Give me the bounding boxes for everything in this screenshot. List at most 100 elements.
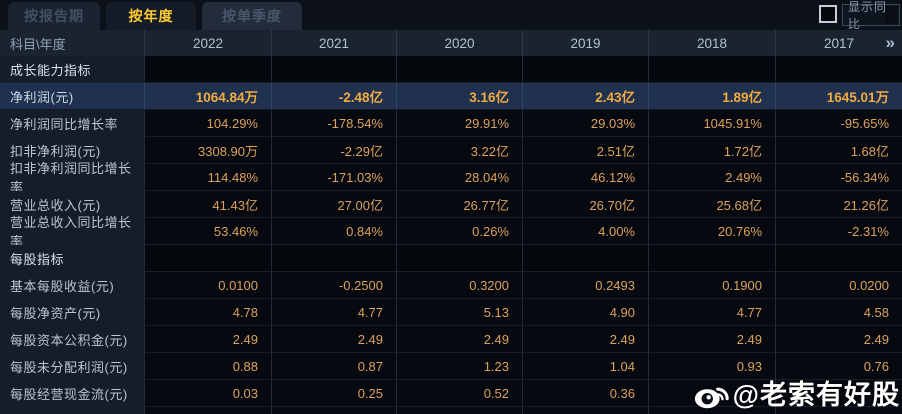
row-label: 基本每股收益(元) (0, 272, 145, 299)
year-header-2021: 2021 (272, 30, 397, 56)
cell-2017 (776, 380, 902, 407)
tab-by-report-period[interactable]: 按报告期 (8, 2, 100, 30)
cell-2017: 21.26亿 (776, 191, 902, 218)
cell-2019 (523, 245, 649, 272)
cell-2021: 27.00亿 (272, 191, 397, 218)
cell-2022 (145, 56, 272, 83)
cell-2018: 25.68亿 (649, 191, 776, 218)
cell-2022: 0.88 (145, 353, 272, 380)
table-row: 基本每股收益(元) 0.0100 -0.2500 0.3200 0.2493 0… (0, 272, 902, 299)
cell-2020: 28.04% (397, 164, 523, 191)
year-header-2018: 2018 (649, 30, 776, 56)
cell-2020: 0.3200 (397, 272, 523, 299)
cell-2021: 0.87 (272, 353, 397, 380)
cell-2019 (523, 56, 649, 83)
row-label: 净利润同比增长率 (0, 110, 145, 137)
cell-2018: 0.93 (649, 353, 776, 380)
cell-2018: 1045.91% (649, 110, 776, 137)
row-label: 扣非净利润同比增长率 (0, 161, 145, 195)
cell-2021: -171.03% (272, 164, 397, 191)
row-label: 每股指标 (0, 245, 145, 272)
cell-2018: 4.77 (649, 299, 776, 326)
row-label: 营业总收入同比增长率 (0, 215, 145, 249)
cell-2018 (649, 380, 776, 407)
cell-2019: 0.2493 (523, 272, 649, 299)
cell-2017: -2.31% (776, 218, 902, 245)
year-header-label: 2017 (823, 35, 855, 51)
cell-2020: 0.26% (397, 218, 523, 245)
cell-2017 (776, 245, 902, 272)
tab-by-single-quarter[interactable]: 按单季度 (202, 2, 302, 30)
table-row-partial (0, 407, 902, 414)
cell-2017: 4.58 (776, 299, 902, 326)
cell-2018 (649, 245, 776, 272)
table-row: 营业总收入同比增长率 53.46% 0.84% 0.26% 4.00% 20.7… (0, 215, 902, 249)
cell-2020: 0.52 (397, 380, 523, 407)
table-row: 每股资本公积金(元) 2.49 2.49 2.49 2.49 2.49 2.49 (0, 326, 902, 353)
cell-2017: 2.49 (776, 326, 902, 353)
cell-2022: 53.46% (145, 218, 272, 245)
cell-2019: 2.43亿 (523, 83, 649, 110)
table-row: 扣非净利润同比增长率 114.48% -171.03% 28.04% 46.12… (0, 161, 902, 195)
cell-2019: 29.03% (523, 110, 649, 137)
cell-2017: 0.76 (776, 353, 902, 380)
year-header-2020: 2020 (397, 30, 523, 56)
cell-2019: 4.90 (523, 299, 649, 326)
cell-2022: 41.43亿 (145, 191, 272, 218)
row-label: 成长能力指标 (0, 56, 145, 83)
cell-2017: -95.65% (776, 110, 902, 137)
cell-2020 (397, 245, 523, 272)
cell-2022: 2.49 (145, 326, 272, 353)
cell-2018: 1.89亿 (649, 83, 776, 110)
row-label: 净利润(元) (0, 83, 145, 110)
cell-2019: 26.70亿 (523, 191, 649, 218)
cell-2018 (649, 407, 776, 414)
cell-2017: 1645.01万 (776, 83, 902, 110)
year-header-2019: 2019 (523, 30, 649, 56)
table-header-row: 科目\年度 2022 2021 2020 2019 2018 2017 » (0, 30, 902, 56)
cell-2022: 104.29% (145, 110, 272, 137)
cell-2020: 1.23 (397, 353, 523, 380)
tab-by-year[interactable]: 按年度 (106, 2, 196, 30)
cell-2020: 29.91% (397, 110, 523, 137)
cell-2018: 20.76% (649, 218, 776, 245)
row-label: 扣非净利润(元) (0, 137, 145, 164)
cell-2017: 1.68亿 (776, 137, 902, 164)
year-header-2017: 2017 » (776, 30, 902, 56)
row-label: 每股未分配利润(元) (0, 353, 145, 380)
cell-2022: 4.78 (145, 299, 272, 326)
cell-2021 (272, 56, 397, 83)
cell-2021: -2.48亿 (272, 83, 397, 110)
cell-2020: 3.22亿 (397, 137, 523, 164)
cell-2021: 4.77 (272, 299, 397, 326)
cell-2020 (397, 56, 523, 83)
period-tabbar: 按报告期 按年度 按单季度 显示同比 (0, 0, 902, 31)
cell-2017: -56.34% (776, 164, 902, 191)
cell-2022: 0.0100 (145, 272, 272, 299)
row-label: 每股净资产(元) (0, 299, 145, 326)
cell-2022 (145, 407, 272, 414)
cell-2019: 0.36 (523, 380, 649, 407)
cell-2022: 0.03 (145, 380, 272, 407)
cell-2019: 1.04 (523, 353, 649, 380)
show-yoy-checkbox[interactable] (819, 5, 837, 23)
cell-2021: 0.84% (272, 218, 397, 245)
cell-2021 (272, 245, 397, 272)
cell-2022: 3308.90万 (145, 137, 272, 164)
cell-2018 (649, 56, 776, 83)
table-row: 成长能力指标 (0, 56, 902, 83)
cell-2022: 114.48% (145, 164, 272, 191)
table-row: 净利润同比增长率 104.29% -178.54% 29.91% 29.03% … (0, 110, 902, 137)
show-yoy-toggle[interactable]: 显示同比 (842, 0, 900, 31)
row-label: 每股资本公积金(元) (0, 326, 145, 353)
table-row: 每股未分配利润(元) 0.88 0.87 1.23 1.04 0.93 0.76 (0, 353, 902, 380)
cell-2019: 2.51亿 (523, 137, 649, 164)
more-years-chevron-icon[interactable]: » (885, 33, 895, 52)
cell-2022: 1064.84万 (145, 83, 272, 110)
cell-2020: 26.77亿 (397, 191, 523, 218)
cell-2018: 2.49 (649, 326, 776, 353)
cell-2019 (523, 407, 649, 414)
cell-2018: 0.1900 (649, 272, 776, 299)
row-label (0, 407, 145, 414)
